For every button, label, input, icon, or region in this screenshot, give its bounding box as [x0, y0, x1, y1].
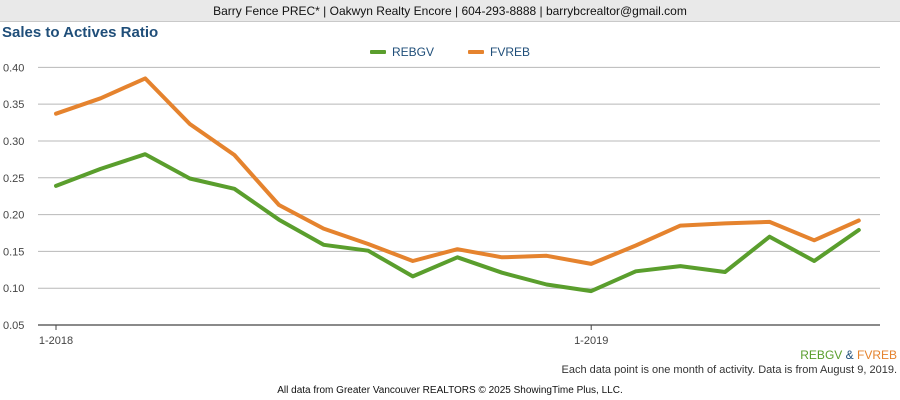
header-bar: Barry Fence PREC* | Oakwyn Realty Encore…: [0, 0, 900, 22]
chart-legend: REBGV FVREB: [0, 45, 900, 59]
y-tick-label: 0.35: [3, 99, 24, 111]
source-name-fvreb: FVREB: [856, 348, 897, 362]
source-name-rebgv: REBGV: [800, 348, 843, 362]
source-credit: REBGV & FVREB: [800, 348, 897, 362]
series-line-fvreb: [54, 76, 861, 266]
y-tick-label: 0.30: [3, 136, 24, 148]
footnote: Each data point is one month of activity…: [561, 364, 897, 376]
legend-item-fvreb: FVREB: [468, 45, 530, 59]
y-tick-label: 0.10: [3, 283, 24, 295]
legend-label-rebgv: REBGV: [391, 45, 434, 59]
x-tick-label: 1-2019: [574, 335, 608, 347]
data-credit: All data from Greater Vancouver REALTORS…: [277, 385, 623, 396]
y-tick-label: 0.05: [3, 320, 24, 332]
series-line-rebgv: [54, 152, 861, 294]
y-tick-label: 0.15: [3, 246, 24, 258]
header-text: Barry Fence PREC* | Oakwyn Realty Encore…: [213, 3, 687, 18]
y-tick-label: 0.25: [3, 173, 24, 185]
source-ampersand: &: [845, 348, 854, 362]
x-tick-label: 1-2018: [39, 335, 73, 347]
legend-label-fvreb: FVREB: [490, 45, 531, 59]
legend-swatch-rebgv: [369, 50, 386, 54]
chart-title: Sales to Actives Ratio: [2, 24, 159, 41]
y-tick-label: 0.40: [3, 62, 24, 74]
legend-swatch-fvreb: [468, 50, 484, 54]
y-tick-label: 0.20: [3, 210, 24, 222]
legend-item-rebgv: REBGV: [369, 45, 434, 59]
